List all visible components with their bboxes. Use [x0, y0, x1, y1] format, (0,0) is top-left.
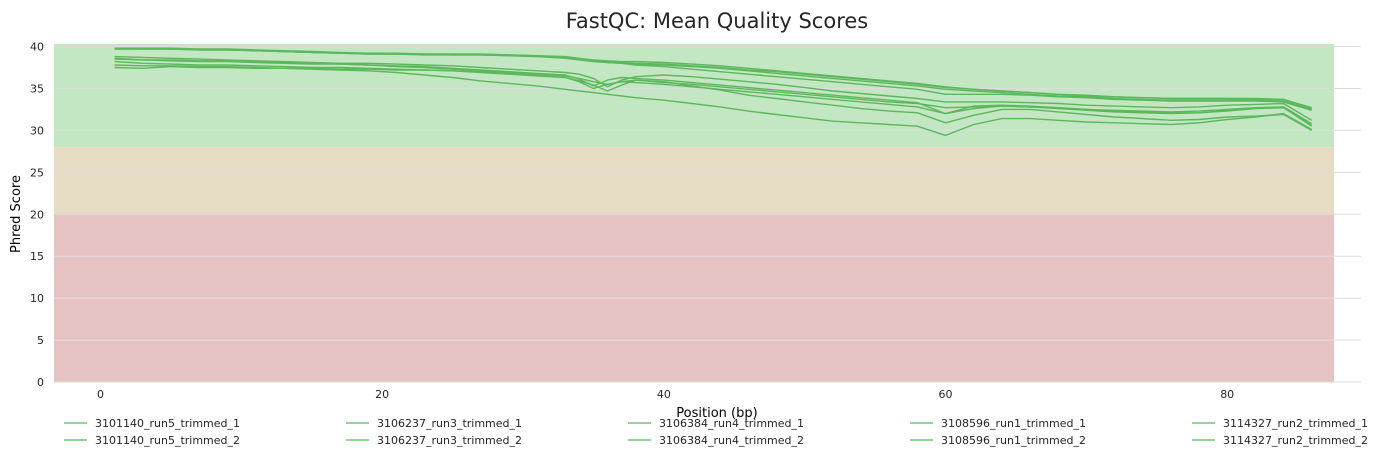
- x-tick-label: 20: [375, 388, 389, 401]
- legend: 3101140_run5_trimmed_1 3101140_run5_trimm…: [64, 417, 1368, 447]
- x-tick-label: 40: [657, 388, 671, 401]
- series-line-8: [114, 58, 1313, 126]
- y-axis-label: Phred Score: [9, 175, 24, 253]
- quality-bands: [54, 44, 1334, 382]
- y-tick-label: 35: [30, 82, 44, 95]
- y-tick-label: 20: [30, 208, 44, 221]
- x-axis-ticks: 0 20 40 60 80: [97, 388, 1234, 401]
- y-tick-label: 0: [37, 376, 44, 389]
- x-tick-label: 80: [1220, 388, 1234, 401]
- series-lines: [114, 47, 1313, 137]
- series-line-4: [114, 64, 1313, 137]
- legend-item-label: 3101140_run5_trimmed_1: [95, 417, 240, 430]
- x-axis-label: Position (bp): [676, 406, 757, 421]
- legend-item-label: 3106237_run3_trimmed_2: [377, 434, 522, 447]
- legend-item-label: 3114327_run2_trimmed_1: [1223, 417, 1368, 430]
- legend-item-label: 3108596_run1_trimmed_2: [941, 434, 1086, 447]
- y-tick-label: 40: [30, 41, 44, 54]
- legend-item-label: 3106384_run4_trimmed_1: [659, 417, 804, 430]
- y-tick-label: 10: [30, 292, 44, 305]
- legend-item-label: 3101140_run5_trimmed_2: [95, 434, 240, 447]
- series-line-5: [114, 55, 1313, 121]
- y-tick-label: 15: [30, 250, 44, 263]
- y-tick-label: 25: [30, 166, 44, 179]
- quality-band-0: [54, 44, 1334, 148]
- y-axis-ticks: 0 5 10 15 20 25 30 35 40: [30, 41, 44, 389]
- chart-title: FastQC: Mean Quality Scores: [566, 9, 869, 33]
- legend-item-label: 3106384_run4_trimmed_2: [659, 434, 804, 447]
- x-tick-label: 60: [939, 388, 953, 401]
- y-tick-label: 5: [37, 334, 44, 347]
- series-line-10: [114, 60, 1313, 127]
- series-line-9: [114, 48, 1312, 111]
- grid-lines: [54, 46, 1361, 383]
- legend-item-label: 3108596_run1_trimmed_1: [941, 417, 1086, 430]
- legend-item-label: 3114327_run2_trimmed_2: [1223, 434, 1368, 447]
- y-tick-label: 30: [30, 124, 44, 137]
- x-tick-label: 0: [97, 388, 104, 401]
- legend-item-label: 3106237_run3_trimmed_1: [377, 417, 522, 430]
- quality-band-1: [54, 147, 1334, 215]
